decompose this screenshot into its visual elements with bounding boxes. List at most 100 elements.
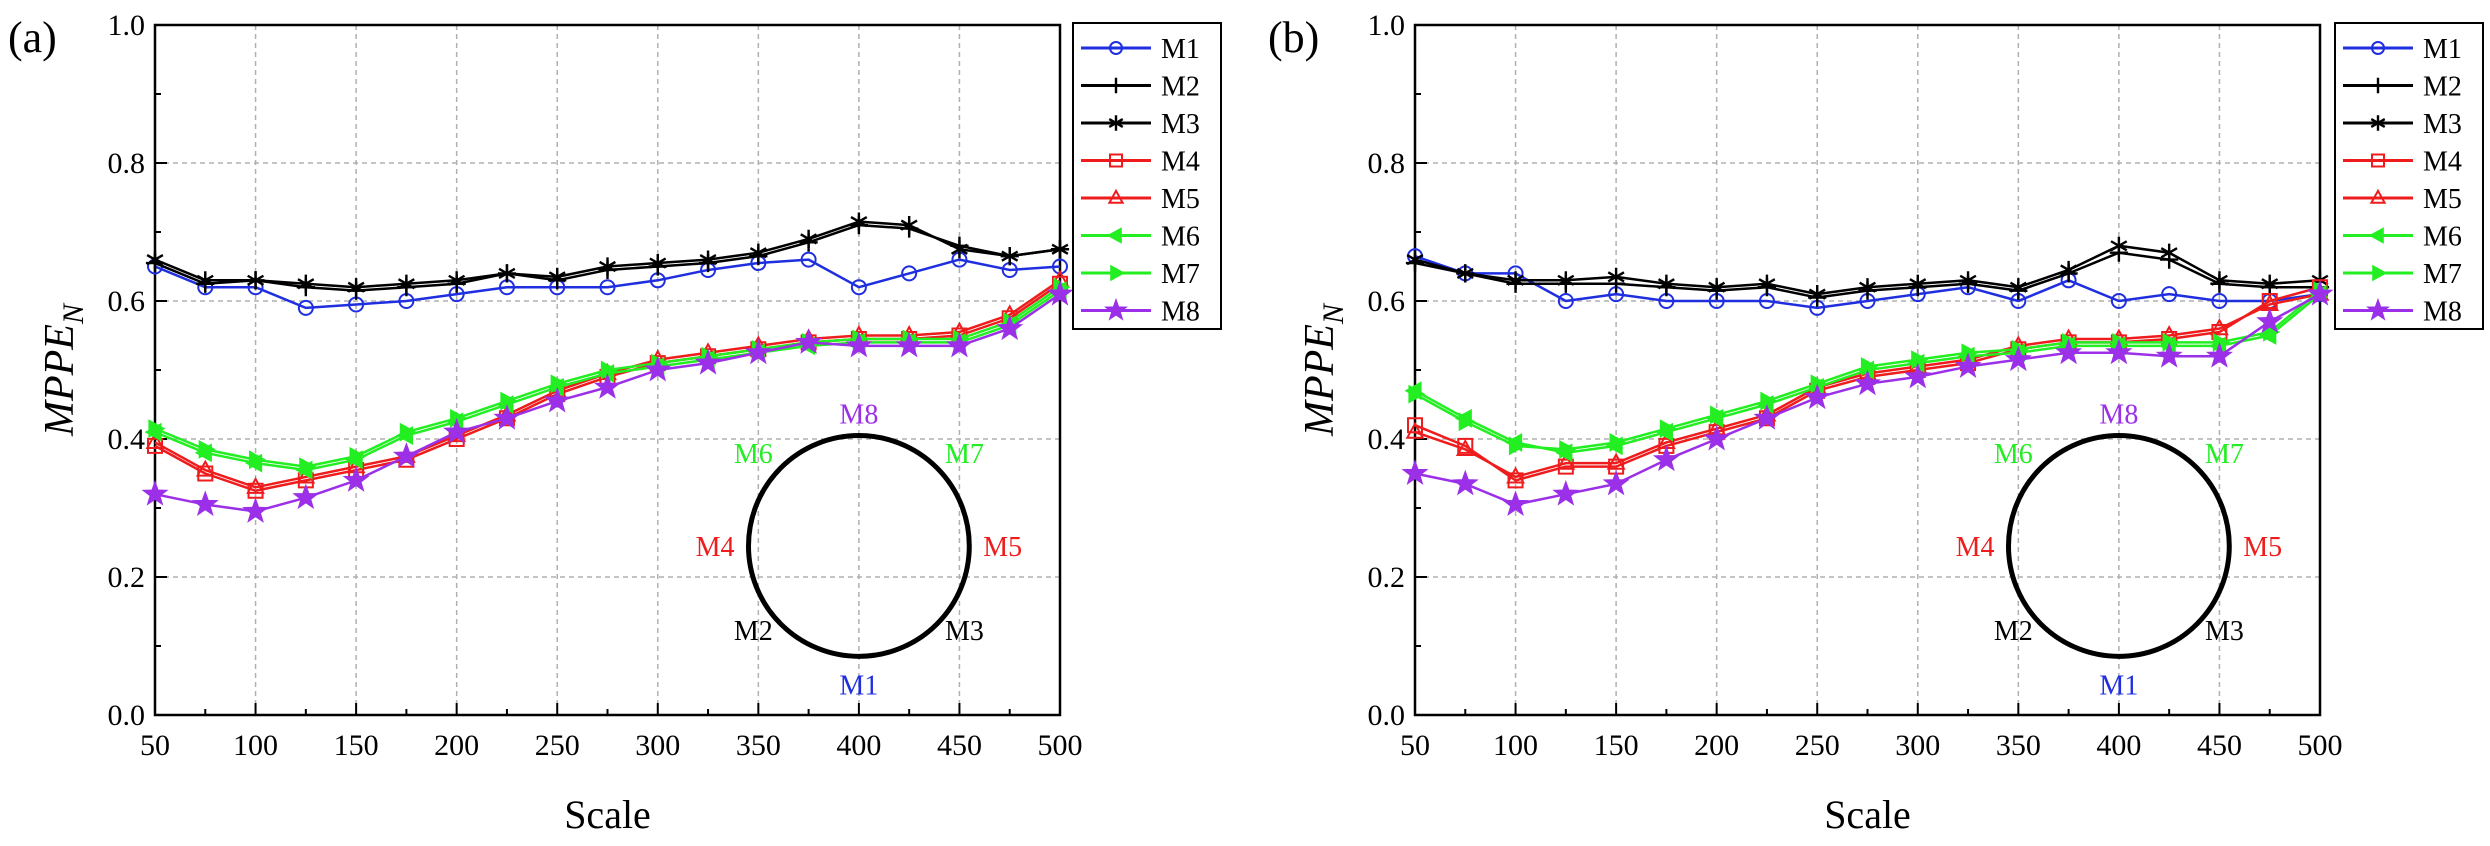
inset-label-m2: M2: [1994, 616, 2033, 647]
data-point-m3: [1959, 271, 1977, 290]
legend-box: [2334, 22, 2484, 330]
y-tick-label: 0.0: [108, 699, 146, 732]
data-point-m8: [1753, 404, 1781, 430]
data-point-m3: [2160, 243, 2178, 262]
data-point-m7: [198, 439, 216, 459]
series-line-m1: [1414, 254, 2321, 310]
data-point-m8: [2105, 338, 2133, 365]
x-tick-label: 350: [1996, 729, 2041, 762]
data-point-m5: [145, 431, 165, 450]
y-tick-label: 0.8: [1368, 147, 1406, 180]
data-point-m3: [1557, 271, 1575, 290]
data-point-m5: [1556, 452, 1576, 470]
legend-box: [1072, 22, 1222, 330]
data-point-m3: [850, 212, 868, 231]
data-point-m3: [1808, 285, 1826, 304]
legend-marker: [2370, 77, 2386, 94]
data-point-m8: [1401, 459, 1429, 485]
legend-marker: [1108, 115, 1124, 131]
y-axis-label: MPPEN: [37, 302, 90, 437]
data-point-m3: [800, 229, 818, 248]
data-point-m8: [1552, 480, 1580, 506]
x-tick-label: 300: [1895, 729, 1940, 762]
legend-marker: [1107, 188, 1125, 204]
data-point-m8: [594, 373, 621, 399]
data-point-m1: [800, 251, 817, 268]
data-point-m3: [749, 243, 767, 262]
series-line-m1: [154, 258, 1061, 310]
data-point-m7: [1609, 433, 1627, 452]
inset-label-m3: M3: [2205, 616, 2244, 647]
y-tick-label: 0.0: [1368, 699, 1406, 732]
inset-label-m1: M1: [2099, 670, 2138, 701]
y-tick-label: 0.2: [108, 561, 146, 594]
x-tick-label: 100: [233, 729, 278, 762]
legend-label: M8: [1161, 297, 1200, 328]
data-point-m1: [297, 299, 314, 316]
x-tick-label: 250: [535, 729, 580, 762]
inset-label-m5: M5: [2243, 532, 2282, 563]
data-point-m7: [1911, 350, 1929, 370]
data-point-m3: [649, 253, 667, 273]
legend-label: M4: [1161, 147, 1200, 178]
data-point-m3: [196, 271, 214, 290]
series-line-m8: [1414, 293, 2321, 506]
inset-label-m8: M8: [2099, 400, 2138, 431]
data-point-m8: [1652, 445, 1680, 472]
data-point-m1: [2161, 286, 2178, 303]
legend-label: M1: [1161, 34, 1200, 65]
legend-marker: [2368, 227, 2384, 244]
data-point-m8: [2205, 342, 2233, 368]
legend-label: M2: [2423, 72, 2462, 103]
legend-label: M3: [2423, 109, 2462, 140]
legend-marker: [2369, 188, 2387, 204]
data-point-m3: [1758, 274, 1776, 293]
x-tick-label: 200: [1694, 729, 1739, 762]
data-point-m7: [1710, 405, 1728, 425]
data-point-m8: [945, 331, 973, 358]
data-point-m5: [246, 476, 265, 494]
y-tick-label: 0.4: [1368, 423, 1406, 456]
data-point-m7: [1860, 357, 1878, 376]
data-point-m7: [1760, 391, 1778, 411]
data-point-m3: [397, 274, 415, 293]
data-point-m8: [795, 328, 823, 354]
legend-label: M5: [2423, 184, 2462, 215]
data-point-m8: [1854, 369, 1881, 396]
data-point-m8: [1602, 469, 1630, 496]
data-point-m8: [493, 404, 521, 430]
data-point-m8: [1703, 424, 1731, 451]
data-point-m8: [1046, 279, 1074, 306]
data-point-m3: [2261, 274, 2279, 293]
inset-label-m4: M4: [1956, 532, 1995, 563]
legend-label: M6: [1161, 222, 1200, 253]
data-point-m7: [550, 374, 568, 394]
inset-label-m2: M2: [734, 616, 773, 647]
legend-marker: [2370, 115, 2386, 131]
data-point-m8: [644, 355, 672, 382]
data-point-m4: [1407, 417, 1423, 434]
data-point-m3: [2009, 278, 2027, 297]
data-point-m8: [242, 497, 270, 523]
data-point-m8: [694, 348, 722, 375]
y-tick-label: 0.4: [108, 423, 146, 456]
data-point-m1: [850, 279, 867, 296]
legend-marker: [2371, 153, 2385, 168]
inset-label-m4: M4: [696, 532, 735, 563]
inset-label-m6: M6: [734, 439, 773, 470]
legend-marker: [2371, 41, 2385, 55]
legend-marker: [2372, 264, 2388, 282]
data-point-m3: [146, 250, 164, 269]
y-tick-label: 1.0: [1368, 9, 1406, 42]
legend-label: M6: [2423, 222, 2462, 253]
x-tick-label: 100: [1493, 729, 1538, 762]
data-point-m7: [500, 391, 518, 411]
y-tick-label: 0.2: [1368, 561, 1406, 594]
data-point-m3: [1708, 278, 1726, 297]
data-point-m3: [347, 278, 365, 297]
legend-marker: [2366, 297, 2390, 321]
data-point-m3: [699, 250, 717, 269]
data-point-m8: [845, 331, 873, 358]
data-point-m7: [148, 419, 166, 439]
data-point-m8: [392, 442, 420, 468]
